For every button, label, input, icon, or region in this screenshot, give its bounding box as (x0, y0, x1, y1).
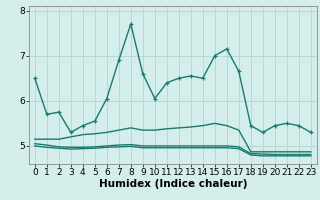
X-axis label: Humidex (Indice chaleur): Humidex (Indice chaleur) (99, 179, 247, 189)
